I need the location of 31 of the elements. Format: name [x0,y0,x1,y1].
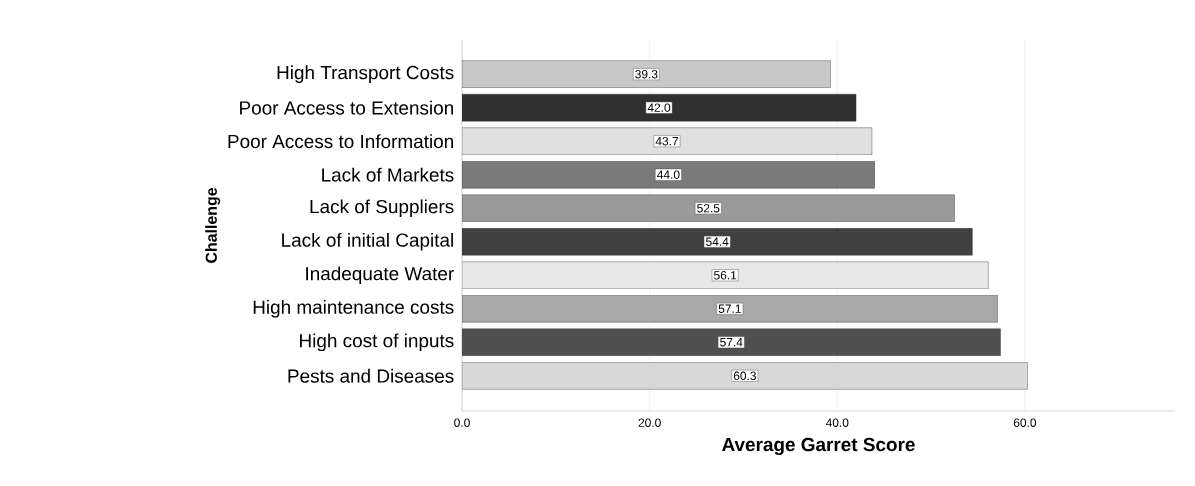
y-tick-label: High cost of inputs [300,333,454,352]
y-tick-label: High maintenance costs [253,299,454,318]
x-tick-label: 0.0 [454,418,470,427]
bar [462,328,1001,356]
data-label: 43.7 [655,136,679,146]
data-label: 52.5 [697,204,720,213]
y-tick-label: Lack of Markets [322,167,454,182]
y-tick-label: High Transport Costs [277,65,454,83]
data-label: 60.3 [733,371,756,381]
x-tick-label: 60.0 [1013,418,1037,427]
bar [462,295,998,323]
data-label: 39.3 [635,69,658,79]
x-tick-label: 40.0 [825,418,849,427]
y-tick-label: Inadequate Water [306,266,454,285]
bar [462,161,875,189]
bar [462,228,973,256]
y-axis-title: Challenge [205,187,221,263]
y-tick-label: Lack of initial Capital [282,232,453,251]
x-axis-title: Average Garret Score [722,437,915,456]
data-label: 54.4 [706,237,729,246]
data-label: 44.0 [657,170,680,179]
y-tick-label: Pests and Diseases [288,368,454,383]
y-tick-label: Poor Access to Extension [240,100,453,115]
bar [462,60,831,88]
data-label: 56.1 [714,271,737,280]
data-label: 57.1 [718,304,741,313]
x-tick-label: 20.0 [638,418,661,427]
y-tick-label: Lack of Suppliers [310,199,454,218]
data-label: 57.4 [720,338,743,347]
y-tick-label: Poor Access to Information [228,134,453,149]
data-label: 42.0 [647,103,671,112]
